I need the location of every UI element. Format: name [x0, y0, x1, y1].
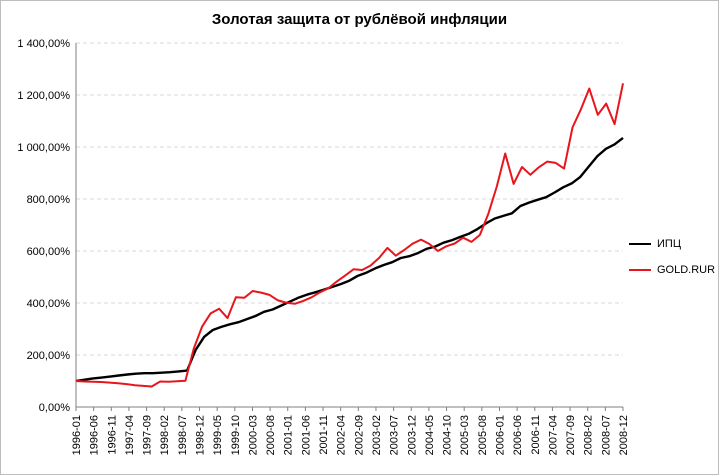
x-tick-label: 2005-08 [477, 415, 489, 455]
x-tick-label: 2003-02 [371, 415, 383, 455]
series-line-gold [75, 83, 624, 388]
x-tick-label: 2004-10 [442, 415, 454, 455]
x-tick-label: 1999-05 [212, 415, 224, 455]
x-tick-label: 2000-08 [265, 415, 277, 455]
x-tick-label: 1998-02 [159, 415, 171, 455]
legend-item-cpi: ИПЦ [629, 231, 715, 257]
legend-label-cpi: ИПЦ [657, 238, 681, 250]
legend-swatch-gold [629, 269, 651, 271]
legend-label-gold: GOLD.RUR [657, 264, 716, 276]
series-lines [75, 83, 624, 388]
x-tick-label: 1998-07 [177, 415, 189, 455]
legend-swatch-cpi [629, 243, 651, 245]
axes [75, 43, 624, 411]
y-tick-label: 1 000,00% [17, 142, 70, 154]
x-tick-label: 2008-02 [583, 415, 595, 455]
x-tick-label: 2001-06 [300, 415, 312, 455]
x-tick-label: 2007-04 [547, 415, 559, 455]
y-tick-label: 200,00% [27, 350, 71, 362]
x-tick-label: 1997-09 [142, 415, 154, 455]
y-tick-label: 0,00% [39, 402, 70, 414]
x-tick-label: 2003-12 [406, 415, 418, 455]
legend: ИПЦ GOLD.RUR [629, 231, 715, 283]
x-tick-label: 2005-03 [459, 415, 471, 455]
y-tick-labels: 0,00% 200,00% 400,00% 600,00% 800,00% 1 000,0… [17, 38, 70, 414]
x-tick-label: 1996-01 [71, 415, 83, 455]
x-tick-label: 2008-12 [618, 415, 630, 455]
x-tick-label: 2001-01 [283, 415, 295, 455]
chart-title: Золотая защита от рублёвой инфляции [211, 11, 508, 28]
x-tick-label: 1996-06 [89, 415, 101, 455]
x-tick-label: 2001-11 [318, 415, 330, 455]
grid-lines [76, 42, 623, 356]
x-tick-label: 2008-07 [600, 415, 612, 455]
y-tick-label: 400,00% [27, 298, 71, 310]
x-tick-label: 2000-03 [247, 415, 259, 455]
x-tick-label: 1998-12 [195, 415, 207, 455]
x-tick-label: 2004-05 [424, 415, 436, 455]
y-tick-label: 800,00% [27, 194, 71, 206]
x-tick-label: 2007-09 [565, 415, 577, 455]
y-tick-label: 1 200,00% [17, 90, 70, 102]
y-tick-label: 1 400,00% [17, 38, 70, 50]
series-line-cpi [75, 136, 624, 383]
x-tick-label: 2003-07 [389, 415, 401, 455]
x-tick-label: 2002-04 [336, 415, 348, 455]
x-tick-label: 2006-11 [530, 415, 542, 455]
x-tick-label: 2006-06 [512, 415, 524, 455]
x-tick-label: 1996-11 [106, 415, 118, 455]
x-tick-label: 1999-10 [230, 415, 242, 455]
x-tick-label: 2002-09 [353, 415, 365, 455]
x-tick-labels: 1996-01 1996-06 1996-11 1997-04 1997-09 1998-… [71, 415, 630, 455]
y-tick-label: 600,00% [27, 246, 71, 258]
legend-item-gold: GOLD.RUR [629, 257, 715, 283]
x-tick-label: 1997-04 [124, 415, 136, 455]
x-tick-label: 2006-01 [494, 415, 506, 455]
